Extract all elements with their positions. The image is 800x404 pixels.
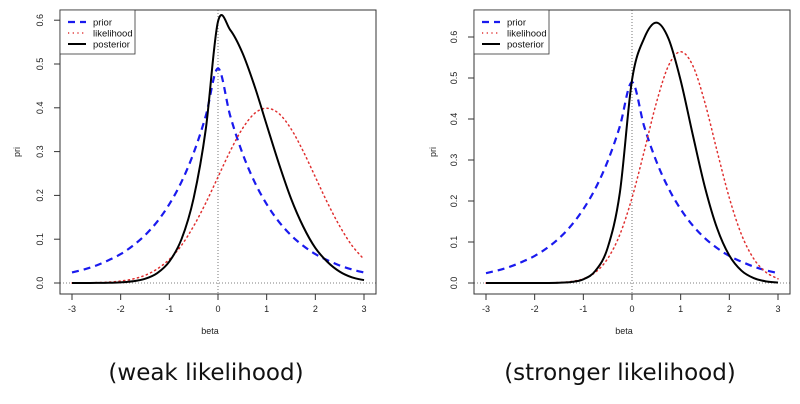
x-tick-label: -3 — [68, 304, 76, 314]
y-tick-label: 0.3 — [35, 145, 45, 158]
chart-panel-1: -3 -2 -1 0 1 2 3 0.0 0.1 0.2 0.3 0.4 0.5 0.6 beta pri pr… — [428, 9, 791, 336]
y-axis-label: pri — [428, 147, 438, 157]
legend-label-prior: prior — [93, 18, 112, 29]
series-line-likelihood — [71, 107, 365, 284]
legend-box — [473, 9, 550, 55]
y-tick-label: 0.3 — [449, 154, 459, 167]
x-axis-label: beta — [201, 326, 219, 336]
x-tick-label: -2 — [531, 304, 539, 314]
legend-label-likelihood: likelihood — [93, 29, 133, 40]
caption-right: (stronger likelihood) — [504, 360, 736, 386]
y-tick-label: 0.5 — [449, 72, 459, 85]
y-tick-label: 0.2 — [35, 189, 45, 202]
x-tick-label: 2 — [727, 304, 732, 314]
x-tick-label: 3 — [775, 304, 780, 314]
series-line-prior — [71, 67, 365, 274]
y-tick-label: 0.0 — [449, 277, 459, 290]
y-tick-label: 0.5 — [35, 58, 45, 71]
y-tick-label: 0.0 — [35, 277, 45, 290]
y-tick-label: 0.4 — [449, 113, 459, 126]
series-line-posterior — [71, 14, 365, 285]
caption-left: (weak likelihood) — [108, 360, 304, 386]
x-tick-label: -1 — [579, 304, 587, 314]
y-tick-label: 0.1 — [35, 233, 45, 246]
series-line-posterior — [485, 21, 779, 285]
y-tick-label: 0.1 — [449, 236, 459, 249]
x-tick-label: -3 — [482, 304, 490, 314]
legend-label-prior: prior — [507, 18, 526, 29]
x-tick-label: 0 — [629, 304, 634, 314]
x-tick-label: 3 — [361, 304, 366, 314]
y-axis-label: pri — [12, 147, 22, 157]
chart-panel-0: -3 -2 -1 0 1 2 3 0.0 0.1 0.2 0.3 0.4 0.5 0.6 beta pri pr… — [12, 9, 377, 336]
legend-label-posterior: posterior — [93, 40, 130, 51]
legend-label-posterior: posterior — [507, 40, 544, 51]
y-tick-label: 0.2 — [449, 195, 459, 208]
x-tick-label: -1 — [165, 304, 173, 314]
x-tick-label: 1 — [678, 304, 683, 314]
y-tick-label: 0.6 — [35, 14, 45, 27]
y-tick-label: 0.6 — [449, 31, 459, 44]
legend-box — [59, 9, 136, 55]
legend-label-likelihood: likelihood — [507, 29, 547, 40]
y-tick-label: 0.4 — [35, 102, 45, 115]
x-tick-label: 1 — [264, 304, 269, 314]
x-axis-label: beta — [615, 326, 633, 336]
x-tick-label: -2 — [117, 304, 125, 314]
x-tick-label: 0 — [215, 304, 220, 314]
x-tick-label: 2 — [313, 304, 318, 314]
